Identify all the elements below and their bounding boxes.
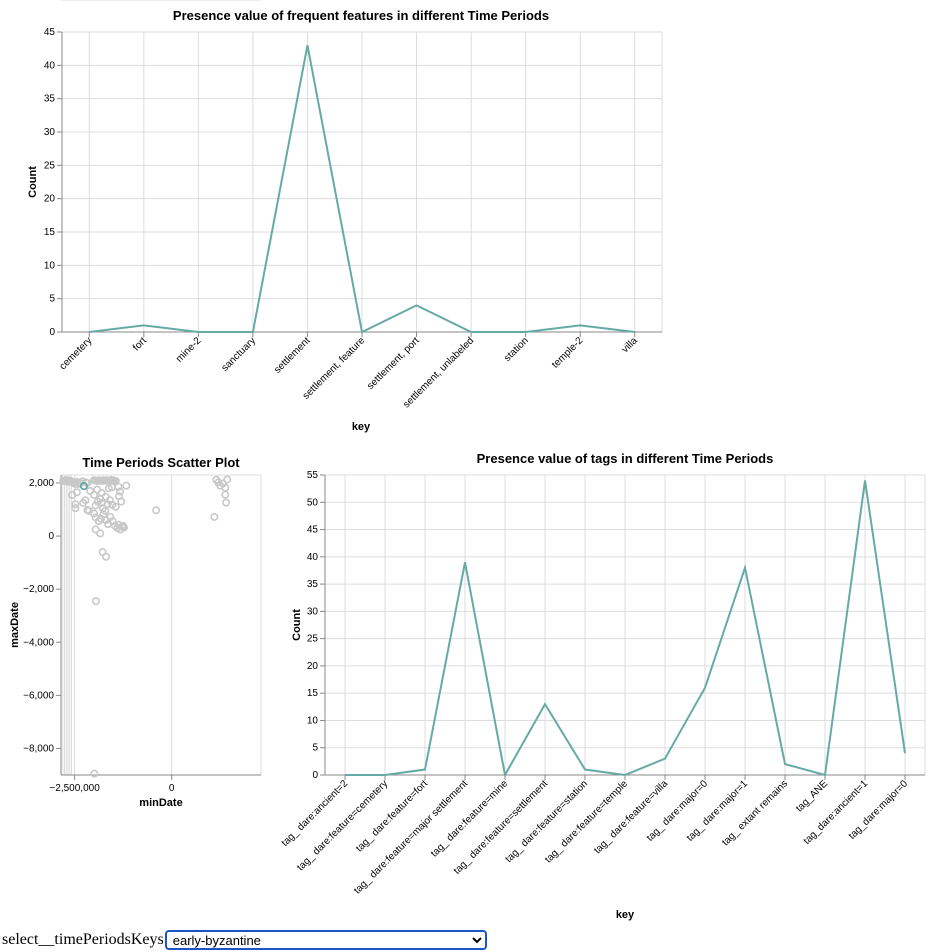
tags-y-tick-label: 15 (307, 688, 319, 699)
scatter-y-tick-label: 0 (48, 531, 54, 542)
tags-x-tick-label: tag_ dare:ancient=2 (280, 778, 351, 849)
scatter-point (119, 523, 128, 532)
scatter-x-tick-label: −2,500,000 (49, 783, 100, 794)
features-y-tick-label: 45 (44, 27, 56, 38)
features-x-tick-label: settlement (272, 335, 313, 376)
scatter-point (222, 498, 231, 507)
tags-y-tick-label: 55 (307, 470, 319, 481)
scatter-highlight-point (79, 482, 89, 491)
tags-y-tick-label: 25 (307, 634, 319, 645)
features-line-chart: Presence value of frequent features in d… (27, 8, 663, 433)
tags-line-chart: Presence value of tags in different Time… (280, 451, 926, 921)
tags-y-tick-label: 30 (307, 606, 319, 617)
scatter-point (90, 769, 99, 778)
tags-x-axis-title: key (616, 909, 635, 921)
features-x-tick-label: cemetery (58, 335, 95, 372)
features-x-tick-label: temple-2 (550, 335, 586, 371)
scatter-x-axis-title: minDate (139, 797, 182, 809)
features-y-tick-label: 10 (44, 260, 56, 271)
scatter-point (102, 552, 111, 561)
scatter-point (111, 502, 120, 511)
scatter-point (152, 506, 161, 515)
scatter-point (223, 475, 232, 484)
tags-series-line (345, 480, 906, 778)
features-y-tick-label: 25 (44, 160, 56, 171)
features-x-tick-label: settlement, feature (301, 335, 368, 402)
tags-y-tick-label: 20 (307, 661, 319, 672)
scatter-point (91, 525, 100, 534)
scatter-y-tick-label: −6,000 (23, 690, 54, 701)
features-chart-title: Presence value of frequent features in d… (173, 8, 549, 23)
tags-x-tick-label: tag_ dare:feature=fort (354, 778, 430, 854)
time-periods-select[interactable]: early-byzantine (164, 930, 487, 950)
tags-y-axis-title: Count (291, 609, 303, 641)
scatter-point (122, 481, 131, 490)
tags-y-tick-label: 5 (312, 743, 318, 754)
time-periods-scatter-plot: Time Periods Scatter Plot minDate maxDat… (9, 0, 262, 809)
features-y-axis-title: Count (27, 166, 39, 198)
scatter-point (91, 597, 100, 606)
tags-y-tick-label: 10 (307, 715, 319, 726)
scatter-point (96, 494, 105, 503)
tags-y-tick-label: 45 (307, 525, 319, 536)
scatter-point (71, 504, 80, 513)
scatter-point (221, 490, 230, 499)
features-y-tick-label: 15 (44, 227, 56, 238)
tags-y-tick-label: 40 (307, 552, 319, 563)
scatter-point (78, 477, 87, 486)
scatter-point (79, 498, 88, 507)
features-y-tick-label: 20 (44, 194, 56, 205)
scatter-point (221, 483, 230, 492)
scatter-point (96, 529, 105, 538)
features-x-tick-label: villa (620, 335, 640, 355)
tags-x-tick-label: tag_ dare:feature=temple (543, 778, 630, 865)
features-x-tick-label: station (502, 335, 531, 364)
features-y-tick-label: 35 (44, 94, 56, 105)
scatter-point (90, 509, 99, 518)
scatter-point (117, 497, 126, 506)
tags-x-tick-label: tag_ANE (794, 778, 830, 814)
scatter-x-tick-label: 0 (169, 783, 175, 794)
time-periods-selector-label: select__timePeriodsKeys (2, 931, 164, 948)
scatter-point (116, 487, 125, 496)
features-x-tick-label: settlement, port (365, 335, 422, 392)
tags-x-tick-label: tag_ dare:feature=station (504, 778, 591, 865)
features-x-tick-label: fort (131, 335, 149, 353)
scatter-y-tick-label: −8,000 (23, 743, 54, 754)
features-y-tick-label: 5 (49, 294, 55, 305)
scatter-y-axis-title: maxDate (9, 602, 21, 648)
features-series-line (89, 45, 635, 334)
scatter-point (72, 488, 81, 497)
tags-y-tick-label: 50 (307, 497, 319, 508)
scatter-point (71, 500, 80, 509)
features-x-tick-label: mine-2 (174, 335, 204, 365)
features-y-tick-label: 0 (49, 327, 55, 338)
charts-canvas: Presence value of frequent features in d… (9, 0, 926, 921)
tags-y-tick-label: 0 (312, 770, 318, 781)
tags-y-tick-label: 35 (307, 579, 319, 590)
scatter-point (86, 486, 95, 495)
features-x-tick-label: sanctuary (220, 335, 258, 373)
tags-x-tick-label: tag_ dare:feature=villa (592, 778, 670, 856)
scatter-y-tick-label: 2,000 (29, 478, 54, 489)
features-x-axis-title: key (352, 421, 371, 433)
scatter-point (114, 482, 123, 491)
scatter-chart-title: Time Periods Scatter Plot (82, 455, 240, 470)
scatter-point (210, 512, 219, 521)
time-periods-selector-row: select__timePeriodsKeys early-byzantine (2, 929, 487, 951)
tags-chart-title: Presence value of tags in different Time… (477, 451, 774, 466)
tags-x-tick-label: tag_ dare:feature=mine (429, 778, 510, 859)
scatter-y-tick-label: −4,000 (23, 637, 54, 648)
features-y-tick-label: 30 (44, 127, 56, 138)
features-y-tick-label: 40 (44, 60, 56, 71)
scatter-y-tick-label: −2,000 (23, 584, 54, 595)
